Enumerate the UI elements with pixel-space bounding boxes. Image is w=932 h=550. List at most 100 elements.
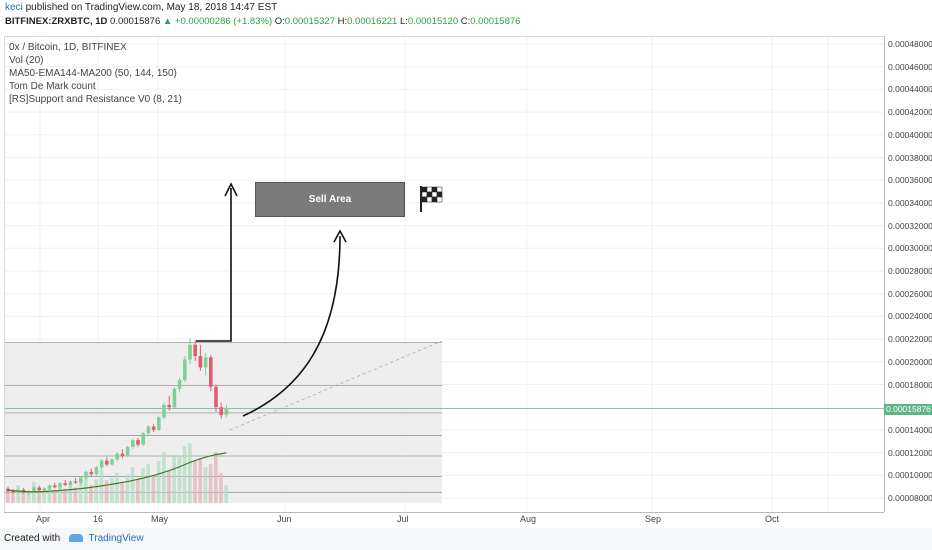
candle-body <box>32 487 36 492</box>
volume-bar <box>177 455 182 504</box>
current-price-tag: 0.00015876 <box>884 403 932 415</box>
candle-body <box>141 433 145 445</box>
candle-body <box>172 389 177 408</box>
volume-bar <box>125 474 130 504</box>
volume-bar <box>68 485 72 504</box>
high-value: 0.00016221 <box>347 16 398 27</box>
time-axis[interactable]: Apr 16 May Jun Jul Aug Sep Oct <box>4 512 884 527</box>
candle-body <box>219 407 223 416</box>
volume-bar <box>203 467 208 504</box>
flag-square <box>421 196 428 203</box>
close-label: C: <box>460 16 471 27</box>
price-tick-label: 0.00034000 <box>888 197 932 208</box>
candle-body <box>214 386 218 408</box>
curved-arrow-line <box>242 235 341 417</box>
volume-bar <box>26 492 31 504</box>
legend-item-ma[interactable]: MA50-EMA144-MA200 (50, 144, 150) <box>9 68 177 79</box>
flag-square <box>431 191 438 198</box>
candle-body <box>79 477 83 483</box>
time-tick-label: 16 <box>93 514 104 524</box>
price-tick-label: 0.00036000 <box>888 175 932 186</box>
price-tick-label: 0.00024000 <box>888 311 932 322</box>
volume-bar <box>162 452 166 504</box>
candle-body <box>224 408 229 415</box>
flag-square <box>436 196 443 203</box>
candle-body <box>198 356 203 368</box>
flag-square <box>421 191 428 198</box>
price-tick-label: 0.00028000 <box>888 266 932 276</box>
sell-area-box[interactable]: Sell Area <box>255 182 405 217</box>
price-tick-label: 0.00026000 <box>888 288 932 299</box>
time-tick-label: Jul <box>397 514 409 524</box>
price-tick-label: 0.00046000 <box>888 61 932 72</box>
price-axis[interactable]: 0.00048000 0.00046000 0.00044000 0.00042000… <box>884 36 932 512</box>
candle-body <box>131 440 135 447</box>
price-tick-label: 0.00038000 <box>888 152 932 163</box>
candle-body <box>193 344 197 357</box>
flag-square <box>426 186 433 193</box>
time-tick-label: Jun <box>277 514 292 524</box>
candle-body <box>94 467 99 475</box>
flag-square <box>426 196 433 203</box>
candle-body <box>89 471 93 475</box>
volume-bar <box>21 489 26 504</box>
volume-bar <box>104 480 109 504</box>
high-label: H: <box>337 16 348 27</box>
flag-square <box>426 191 433 198</box>
legend-title[interactable]: 0x / Bitcoin, 1D, BITFINEX <box>9 42 127 53</box>
volume-bar <box>37 491 41 504</box>
checkered-flag-icon <box>421 186 443 203</box>
chart-pane[interactable] <box>4 36 885 513</box>
candle-body <box>151 426 156 430</box>
legend-item-support-resistance[interactable]: [RS]Support and Resistance V0 (8, 21) <box>9 94 182 105</box>
price-change: ▲ +0.00000286 (+1.83%) <box>162 16 273 27</box>
candle-body <box>68 481 73 485</box>
candle-body <box>99 460 104 468</box>
flag-square <box>421 186 428 193</box>
candle-body <box>188 344 192 360</box>
volume-bar <box>141 468 145 504</box>
tradingview-brand[interactable]: TradingView <box>88 533 144 544</box>
time-tick-label: Apr <box>36 514 51 524</box>
volume-bar <box>146 464 150 504</box>
created-with-label: Created with <box>4 533 61 544</box>
candle-body <box>162 404 166 418</box>
open-label: O: <box>274 16 285 27</box>
volume-bar <box>130 467 135 504</box>
author-link[interactable]: keci <box>5 2 23 13</box>
volume-bar <box>78 482 83 504</box>
price-tick-label: 0.00012000 <box>888 447 932 458</box>
volume-bar <box>151 476 156 504</box>
publish-info: published on TradingView.com, May 18, 20… <box>22 2 278 13</box>
volume-bar <box>52 489 57 504</box>
volume-bar <box>32 482 36 504</box>
symbol-label[interactable]: BITFINEX:ZRXBTC, 1D <box>5 16 108 27</box>
volume-bar <box>136 479 140 504</box>
open-value: 0.00015327 <box>284 16 335 27</box>
volume-bar <box>11 491 15 504</box>
volume-bar <box>156 461 161 504</box>
candle-body <box>58 483 62 488</box>
price-tick-label: 0.00030000 <box>888 243 932 254</box>
close-value: 0.00015876 <box>470 16 521 27</box>
volume-bar <box>115 473 119 504</box>
volume-bar <box>182 446 187 504</box>
flag-square <box>431 196 438 203</box>
volume-bar <box>214 452 218 504</box>
candle-body <box>63 483 67 485</box>
publish-header: keci published on TradingView.com, May 1… <box>0 0 932 15</box>
volume-bar <box>73 487 78 504</box>
price-tick-label: 0.00048000 <box>888 39 932 49</box>
candle-body <box>146 426 151 434</box>
volume-bar <box>172 456 176 504</box>
volume-bar <box>63 488 67 504</box>
candle-body <box>136 440 140 445</box>
legend-item-volume[interactable]: Vol (20) <box>9 55 44 66</box>
time-tick-label: Sep <box>645 514 662 524</box>
time-tick-label: Aug <box>520 514 537 524</box>
time-tick-label: Oct <box>765 514 780 524</box>
vertical-arrow-head <box>224 182 238 197</box>
legend-item-demark[interactable]: Tom De Mark count <box>9 81 96 92</box>
flag-square <box>431 186 438 193</box>
